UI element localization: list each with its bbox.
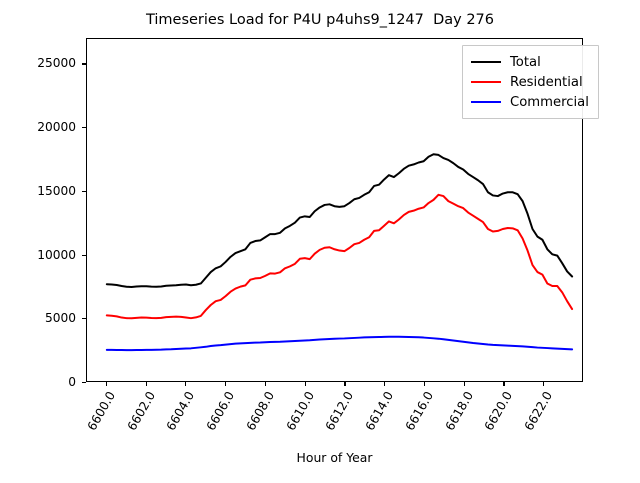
x-tick-mark	[305, 382, 306, 386]
x-tick-mark	[146, 382, 147, 386]
y-tick-mark	[82, 127, 86, 128]
x-tick-mark	[464, 382, 465, 386]
x-tick-mark	[185, 382, 186, 386]
y-tick-label: 20000	[37, 120, 76, 134]
y-tick-label: 10000	[37, 248, 76, 262]
y-tick-mark	[82, 63, 86, 64]
series-line-commercial	[107, 337, 572, 350]
y-tick-mark	[82, 255, 86, 256]
y-tick-label: 25000	[37, 56, 76, 70]
legend-entry-residential: Residential	[471, 72, 589, 92]
series-line-total	[107, 154, 572, 287]
chart-title: Timeseries Load for P4U p4uhs9_1247 Day …	[0, 12, 640, 28]
legend-swatch-commercial	[471, 101, 501, 103]
chart-legend: Total Residential Commercial	[462, 45, 599, 119]
y-tick-label: 0	[68, 375, 76, 389]
y-axis-tick-labels: 0 5000 10000 15000 20000 25000	[0, 0, 76, 480]
legend-label-commercial: Commercial	[510, 95, 589, 110]
x-tick-mark	[543, 382, 544, 386]
legend-swatch-residential	[471, 81, 501, 83]
y-tick-mark	[82, 191, 86, 192]
y-tick-label: 15000	[37, 184, 76, 198]
x-tick-mark	[265, 382, 266, 386]
legend-label-total: Total	[510, 55, 541, 70]
legend-swatch-total	[471, 61, 501, 63]
x-tick-mark	[384, 382, 385, 386]
x-tick-mark	[503, 382, 504, 386]
legend-entry-total: Total	[471, 52, 589, 72]
x-tick-mark	[424, 382, 425, 386]
legend-entry-commercial: Commercial	[471, 92, 589, 112]
y-tick-label: 5000	[45, 311, 76, 325]
y-tick-mark	[82, 318, 86, 319]
x-tick-mark	[225, 382, 226, 386]
x-tick-mark	[106, 382, 107, 386]
legend-label-residential: Residential	[510, 75, 583, 90]
y-tick-mark	[82, 382, 86, 383]
x-tick-mark	[344, 382, 345, 386]
series-line-residential	[107, 195, 572, 318]
